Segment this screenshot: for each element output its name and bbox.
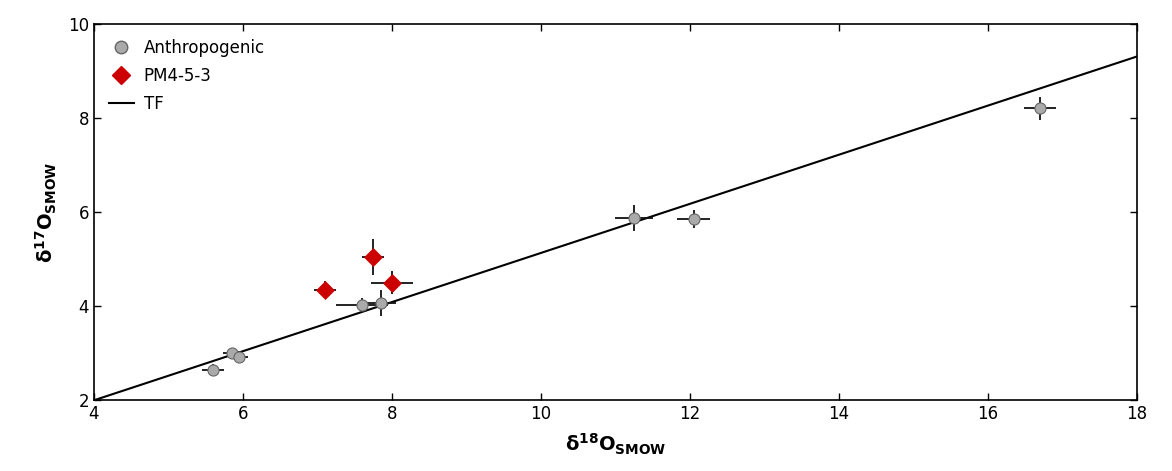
- Legend: Anthropogenic, PM4-5-3, TF: Anthropogenic, PM4-5-3, TF: [102, 32, 272, 119]
- Y-axis label: $\mathbf{\delta^{17}O_{SMOW}}$: $\mathbf{\delta^{17}O_{SMOW}}$: [34, 161, 60, 263]
- X-axis label: $\mathbf{\delta^{18}O_{SMOW}}$: $\mathbf{\delta^{18}O_{SMOW}}$: [565, 431, 666, 457]
